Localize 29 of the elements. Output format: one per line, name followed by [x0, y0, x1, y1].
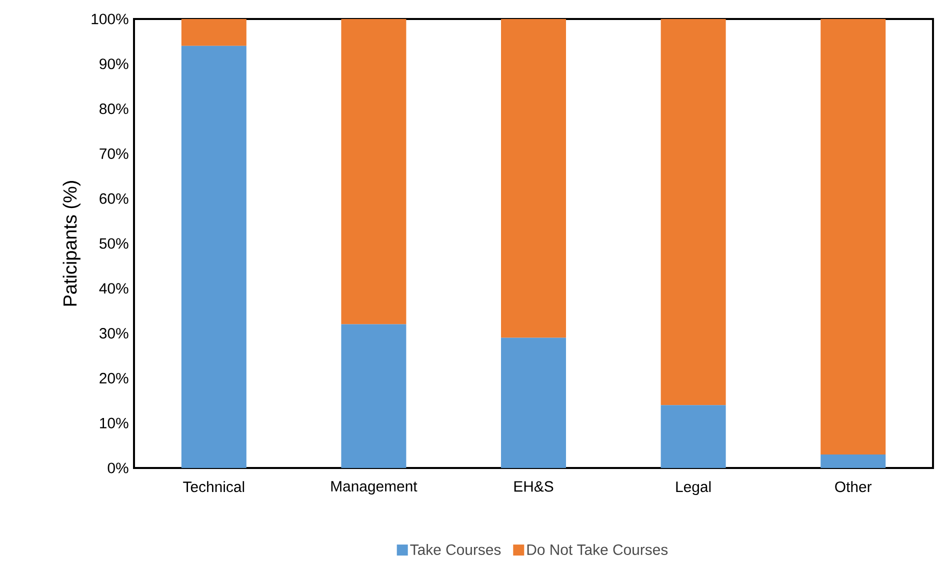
- bar: [181, 46, 246, 468]
- x-tick-label: Technical: [183, 481, 244, 492]
- y-tick-label: 90%: [100, 58, 128, 70]
- x-tick-label: Legal: [676, 481, 711, 496]
- bar: [341, 18, 406, 324]
- y-tick-label: 40%: [99, 283, 128, 294]
- bar: [820, 18, 886, 455]
- bar: [501, 18, 566, 338]
- bar: [181, 18, 246, 46]
- legend-label: Do Not Take Courses: [527, 544, 668, 555]
- y-tick-label: 50%: [100, 238, 128, 249]
- y-tick-label: 10%: [100, 418, 128, 428]
- y-tick-label: 70%: [100, 148, 128, 159]
- legend-label: Take Courses: [410, 544, 501, 555]
- y-axis-title: Paticipants (%): [62, 181, 80, 306]
- y-tick-label: 0%: [108, 462, 128, 474]
- y-tick-label: 100%: [92, 14, 128, 24]
- bar: [660, 405, 726, 468]
- x-tick-label: Other: [835, 481, 872, 492]
- bar: [660, 18, 726, 406]
- y-tick-label: 60%: [100, 193, 128, 204]
- bar: [501, 338, 566, 468]
- bar: [820, 454, 886, 468]
- x-tick-label: Management: [331, 481, 418, 495]
- bar: [341, 324, 406, 468]
- y-tick-label: 80%: [100, 103, 128, 114]
- x-tick-label: EH&S: [514, 481, 554, 492]
- y-tick-label: 30%: [99, 328, 128, 339]
- y-tick-label: 20%: [100, 372, 128, 384]
